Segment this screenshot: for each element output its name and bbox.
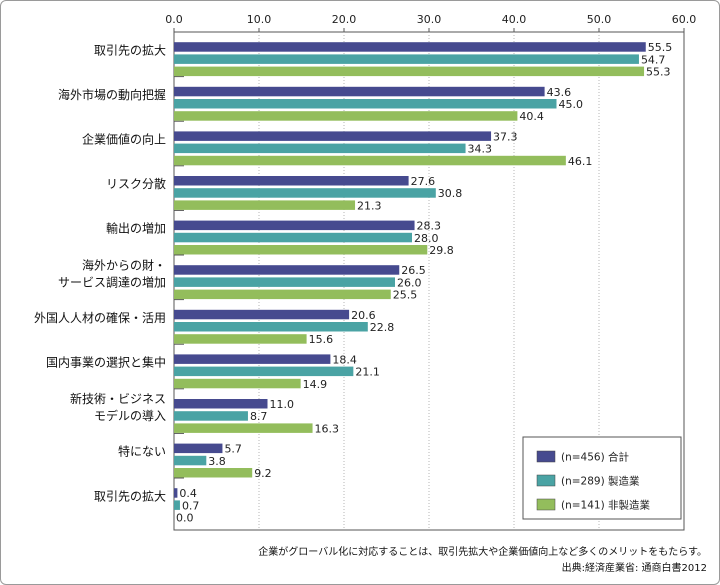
legend-swatch [536,498,556,511]
bar [174,309,350,320]
bar [174,86,545,97]
category-label: 海外からの財・ [82,257,166,272]
bar [174,277,395,287]
bar [174,220,415,231]
category-label: 外国人人材の確保・活用 [34,310,166,325]
category-label: 輸出の増加 [106,221,166,236]
data-label: 30.8 [438,187,463,200]
data-label: 40.4 [519,110,544,123]
data-label: 0.7 [182,499,200,512]
data-label: 0.0 [176,512,194,525]
data-label: 34.3 [468,143,493,156]
data-label: 9.2 [254,467,272,480]
bar [174,378,301,389]
category-label: 特にない [118,444,166,459]
category-label: 企業価値の向上 [82,132,166,147]
bar [174,455,207,466]
data-label: 37.3 [493,130,518,143]
data-label: 22.8 [370,321,395,334]
data-label: 5.7 [224,443,242,456]
x-tick-label: 30.0 [417,13,442,26]
data-label: 14.9 [303,378,328,391]
bar [174,366,354,377]
bar [174,488,178,498]
bar [174,500,180,510]
x-tick-label: 50.0 [587,13,612,26]
data-label: 8.7 [250,410,268,423]
data-label: 29.8 [429,244,454,257]
footnote-text: 企業がグローバル化に対応することは、取引先拡大や企業価値向上など多くのメリットを… [258,545,707,558]
x-tick-label: 0.0 [165,13,183,26]
data-label: 20.6 [351,309,376,322]
data-label: 55.5 [648,41,673,54]
data-label: 3.8 [208,455,226,468]
bar [174,54,639,64]
x-tick-label: 60.0 [672,13,697,26]
bar [174,411,248,421]
data-label: 26.0 [397,276,422,289]
x-tick-label: 10.0 [247,13,272,26]
data-label: 15.6 [309,333,334,346]
bar [174,423,313,433]
bar [174,99,557,109]
category-label: 取引先の拡大 [94,489,166,503]
category-label: サービス調達の増加 [58,275,166,289]
data-label: 28.0 [414,232,439,245]
bar [174,245,428,255]
data-label: 55.3 [646,66,671,79]
bar [174,155,566,166]
bar [174,468,253,478]
bar [174,131,492,141]
legend-swatch [536,474,556,487]
data-label: 25.5 [393,289,418,302]
category-label: 取引先の拡大 [94,43,166,57]
bar [174,111,518,121]
data-label: 26.5 [401,264,426,277]
bar [174,289,391,300]
data-label: 16.3 [315,422,340,435]
bar [174,66,645,77]
category-label: 海外市場の動向把握 [58,87,166,102]
bar [174,188,436,198]
bar [174,176,409,186]
data-label: 11.0 [270,398,295,411]
data-label: 0.4 [179,487,197,500]
source-text: 出典:経済産業省: 通商白書2012 [562,561,707,574]
data-label: 18.4 [332,353,357,366]
data-label: 21.1 [355,366,380,379]
data-label: 21.3 [357,199,382,212]
data-label: 28.3 [417,220,442,233]
bar [174,322,368,332]
data-label: 54.7 [641,53,666,66]
legend-label: (n=141) 非製造業 [561,499,651,512]
bar [174,354,331,364]
bar [174,143,466,154]
data-label: 45.0 [559,98,584,111]
x-tick-label: 20.0 [332,13,357,26]
bar [174,42,646,52]
category-label: リスク分散 [106,176,166,191]
bar [174,265,400,275]
data-label: 27.6 [411,175,436,188]
legend-swatch [536,450,556,463]
bar [174,334,307,344]
x-tick-label: 40.0 [502,13,527,26]
bar [174,443,223,454]
data-label: 46.1 [568,155,593,168]
bar [174,232,412,243]
category-label: 新技術・ビジネス [70,391,166,406]
bar [174,200,356,210]
category-label: 国内事業の選択と集中 [46,355,166,370]
bar [174,399,268,409]
data-label: 43.6 [547,86,572,99]
legend-label: (n=456) 合計 [561,451,630,464]
category-label: モデルの導入 [94,408,166,423]
legend-label: (n=289) 製造業 [561,475,640,488]
